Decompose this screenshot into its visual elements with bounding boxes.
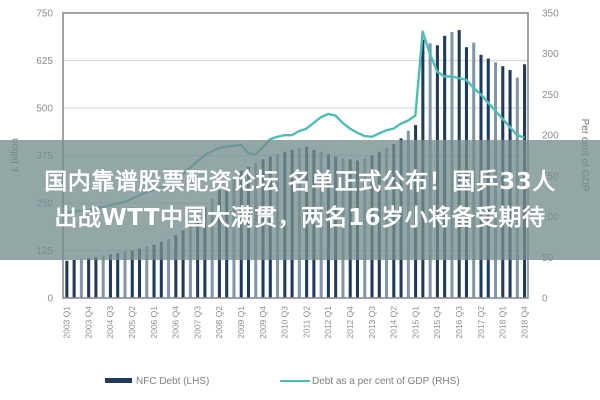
left-tick-label: 500 <box>36 104 53 115</box>
bar <box>79 258 83 298</box>
x-tick-label: 2015 Q4 <box>432 306 442 339</box>
x-tick-label: 2011 Q2 <box>301 306 311 338</box>
bar <box>116 253 120 298</box>
headline-line-2: 出战WTT中国大满贯，两名16岁小将备受期待 <box>54 205 546 231</box>
right-tick-label: 0 <box>542 294 548 305</box>
x-tick-label: 2015 Q1 <box>410 306 420 339</box>
right-tick-label: 300 <box>542 49 559 60</box>
headline-line-1: 国内靠谱股票配资论坛 名单正式公布！国乒33人 <box>44 169 556 195</box>
bar <box>188 223 192 298</box>
legend-label-nfc-debt: NFC Debt (LHS) <box>136 376 209 387</box>
bar <box>123 251 127 298</box>
x-tick-label: 2016 Q3 <box>454 306 464 339</box>
x-tick-label: 2003 Q4 <box>83 306 93 339</box>
x-tick-label: 2009 Q4 <box>258 306 268 339</box>
left-tick-label: 625 <box>36 56 53 67</box>
right-tick-label: 250 <box>542 90 559 101</box>
bar <box>174 235 178 298</box>
x-tick-label: 2006 Q1 <box>149 306 159 339</box>
bar <box>152 244 156 298</box>
x-tick-label: 2012 Q4 <box>345 306 355 339</box>
x-tick-label: 2004 Q3 <box>105 306 115 339</box>
left-tick-label: 750 <box>36 9 53 20</box>
x-tick-label: 2007 Q3 <box>192 306 202 339</box>
x-tick-label: 2010 Q3 <box>280 306 290 339</box>
bar <box>72 260 76 298</box>
bar <box>101 255 105 298</box>
x-tick-label: 2006 Q4 <box>171 306 181 339</box>
legend-label-debt-gdp: Debt as a per cent of GDP (RHS) <box>312 376 460 387</box>
bar <box>181 230 185 298</box>
bar <box>65 260 69 298</box>
bar <box>108 254 112 298</box>
x-tick-label: 2005 Q2 <box>127 306 137 339</box>
x-tick-label: 2008 Q2 <box>214 306 224 339</box>
x-tick-label: 2012 Q1 <box>323 306 333 339</box>
legend-bar-swatch <box>105 378 132 383</box>
legend: NFC Debt (LHS) Debt as a per cent of GDP… <box>105 376 460 387</box>
bar <box>130 250 134 298</box>
left-tick-label: 0 <box>47 294 53 305</box>
bar <box>145 246 149 298</box>
bar <box>94 256 98 298</box>
right-tick-label: 350 <box>542 9 559 20</box>
x-tick-label: 2009 Q1 <box>236 306 246 339</box>
x-tick-label: 2018 Q1 <box>498 306 508 339</box>
x-tick-label: 2013 Q3 <box>367 306 377 339</box>
x-tick-label: 2017 Q2 <box>476 306 486 339</box>
right-tick-label: 200 <box>542 131 559 142</box>
x-tick-label: 2018 Q4 <box>519 306 529 339</box>
bar <box>87 258 91 298</box>
x-axis-ticks: 2003 Q1 2003 Q4 2004 Q3 2005 Q2 2006 Q1 2006 … <box>62 306 530 339</box>
headline-banner[interactable]: 国内靠谱股票配资论坛 名单正式公布！国乒33人 出战WTT中国大满贯，两名16岁… <box>0 140 600 260</box>
bar <box>159 241 163 298</box>
x-tick-label: 2003 Q1 <box>62 306 72 339</box>
x-tick-label: 2014 Q2 <box>389 306 399 339</box>
bar <box>137 248 142 298</box>
bar <box>167 239 171 298</box>
